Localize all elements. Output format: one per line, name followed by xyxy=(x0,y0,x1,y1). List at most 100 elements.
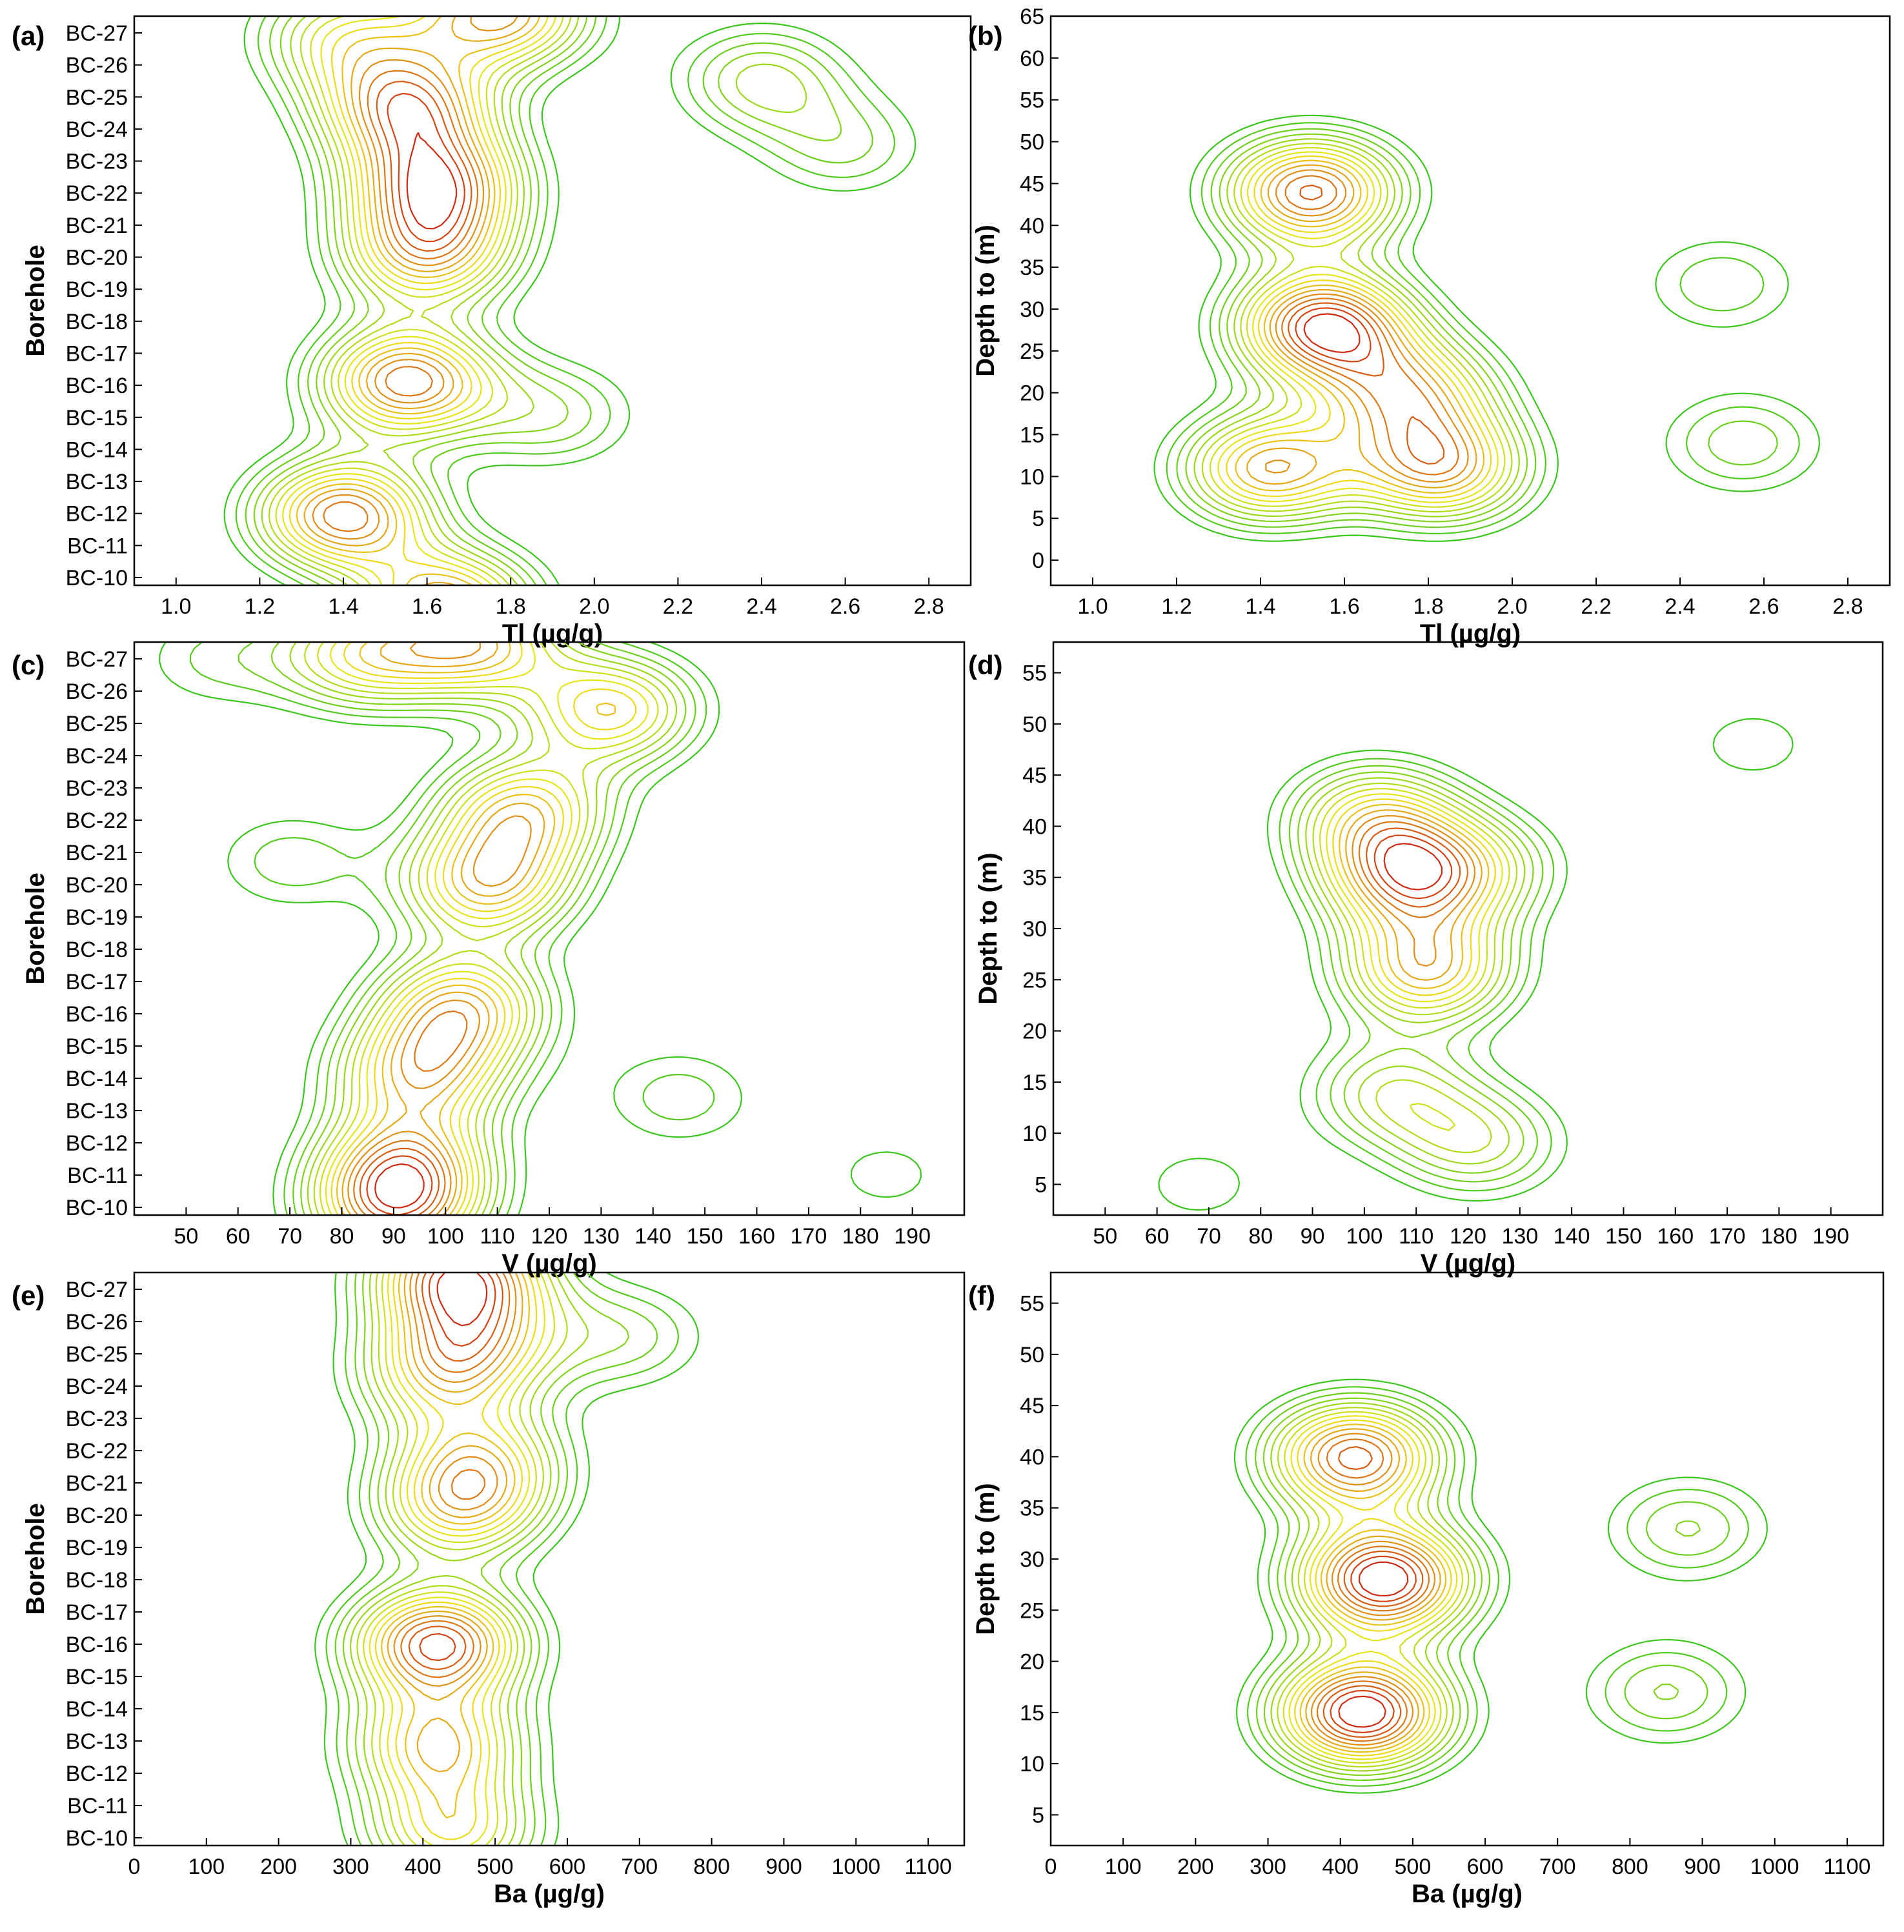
y-tick-label: 25 xyxy=(1022,968,1047,992)
x-tick-label: 140 xyxy=(634,1224,671,1249)
x-tick-label: 180 xyxy=(842,1224,879,1249)
x-tick-label: 500 xyxy=(477,1855,514,1879)
y-tick-label: BC-19 xyxy=(66,1536,128,1560)
contour-level-9 xyxy=(330,642,637,1215)
y-axis-label: Borehole xyxy=(21,872,50,984)
contour-lines xyxy=(159,642,922,1215)
y-tick-label: 30 xyxy=(1022,917,1047,941)
contour-level-1 xyxy=(1153,114,1820,542)
y-tick-label: 10 xyxy=(1020,465,1044,489)
contour-level-16 xyxy=(1338,1561,1409,1728)
y-tick-label: BC-24 xyxy=(66,117,128,142)
x-tick-label: 120 xyxy=(1450,1224,1486,1249)
y-axis-label: Borehole xyxy=(21,1503,50,1615)
contour-level-4 xyxy=(342,1273,630,1846)
x-tick-label: 60 xyxy=(226,1224,250,1249)
y-tick-label: BC-17 xyxy=(66,970,128,994)
x-tick-label: 160 xyxy=(738,1224,775,1249)
y-tick-label: 5 xyxy=(1035,1172,1047,1197)
contour-level-6 xyxy=(1312,782,1518,1154)
contour-level-13 xyxy=(1281,175,1459,476)
y-tick-label: 40 xyxy=(1020,1445,1044,1469)
y-tick-label: BC-22 xyxy=(66,181,128,206)
y-tick-label: BC-16 xyxy=(66,1002,128,1027)
x-tick-label: 2.2 xyxy=(663,594,693,619)
x-tick-label: 1.6 xyxy=(1329,594,1359,619)
y-tick-label: BC-27 xyxy=(66,1278,128,1302)
y-tick-label: BC-20 xyxy=(66,1504,128,1528)
y-tick-label: BC-14 xyxy=(66,438,128,462)
y-tick-label: BC-21 xyxy=(66,1471,128,1496)
contour-level-10 xyxy=(296,16,541,585)
contour-level-10 xyxy=(1339,803,1490,989)
y-tick-label: 25 xyxy=(1020,1598,1044,1623)
x-tick-label: 80 xyxy=(330,1224,354,1249)
y-tick-label: 50 xyxy=(1020,130,1044,155)
y-tick-label: BC-26 xyxy=(66,54,128,78)
x-tick-label: 800 xyxy=(693,1855,730,1879)
y-tick-label: 20 xyxy=(1020,381,1044,406)
x-tick-label: 190 xyxy=(1812,1224,1849,1249)
contour-level-12 xyxy=(1265,169,1469,483)
contour-level-10 xyxy=(381,1273,530,1818)
contour-level-7 xyxy=(363,1273,556,1846)
x-tick-label: 100 xyxy=(1346,1224,1383,1249)
contour-level-8 xyxy=(1288,1415,1458,1760)
y-tick-label: BC-19 xyxy=(66,277,128,302)
contour-level-13 xyxy=(353,1010,468,1215)
y-tick-label: BC-13 xyxy=(66,470,128,494)
y-tick-label: BC-24 xyxy=(66,744,128,769)
contour-level-14 xyxy=(359,1147,440,1215)
y-tick-label: BC-13 xyxy=(66,1099,128,1123)
contour-lines xyxy=(223,16,917,585)
y-tick-label: BC-16 xyxy=(66,1633,128,1657)
contour-level-15 xyxy=(1330,1555,1417,1733)
panel-label: (d) xyxy=(968,650,1003,680)
y-tick-label: BC-17 xyxy=(66,1600,128,1625)
contour-level-4 xyxy=(1185,133,1528,523)
y-tick-label: 45 xyxy=(1020,172,1044,196)
panel-label: (f) xyxy=(968,1280,995,1311)
x-tick-label: 190 xyxy=(894,1224,931,1249)
x-tick-label: 0 xyxy=(1045,1855,1057,1879)
y-tick-label: 25 xyxy=(1020,339,1044,364)
x-tick-label: 100 xyxy=(188,1855,225,1879)
y-tick-label: BC-24 xyxy=(66,1374,128,1399)
y-tick-label: 15 xyxy=(1020,423,1044,448)
contour-level-5 xyxy=(1193,138,1520,518)
contour-level-5 xyxy=(349,1273,589,1846)
contour-level-12 xyxy=(1352,815,1476,967)
contour-level-11 xyxy=(1305,1428,1441,1749)
x-tick-label: 150 xyxy=(687,1224,724,1249)
contour-level-8 xyxy=(1326,793,1503,1003)
x-axis-label: Tl (µg/g) xyxy=(1420,619,1521,648)
y-tick-label: BC-22 xyxy=(66,809,128,833)
y-tick-label: BC-21 xyxy=(66,214,128,238)
contour-level-4 xyxy=(1262,1397,1701,1776)
contour-level-13 xyxy=(400,1273,511,1678)
x-tick-label: 50 xyxy=(1093,1224,1117,1249)
panel-label: (b) xyxy=(968,21,1003,51)
contour-level-13 xyxy=(1358,821,1469,918)
x-tick-label: 700 xyxy=(1539,1855,1576,1879)
x-tick-label: 150 xyxy=(1605,1224,1642,1249)
x-tick-label: 120 xyxy=(531,1224,568,1249)
y-tick-label: BC-11 xyxy=(67,1163,128,1188)
contour-level-14 xyxy=(1366,827,1461,908)
x-tick-label: 2.0 xyxy=(579,594,609,619)
y-tick-label: BC-20 xyxy=(66,246,128,270)
plot-frame xyxy=(133,1271,966,1847)
contour-level-6 xyxy=(268,16,572,585)
contour-level-16 xyxy=(374,1163,425,1209)
y-tick-label: BC-10 xyxy=(66,1196,128,1220)
y-tick-label: BC-14 xyxy=(66,1697,128,1722)
y-tick-label: BC-25 xyxy=(66,1342,128,1367)
contour-level-13 xyxy=(1316,1438,1430,1742)
y-tick-label: BC-23 xyxy=(66,1407,128,1431)
y-tick-label: BC-13 xyxy=(66,1729,128,1754)
y-tick-label: BC-18 xyxy=(66,1568,128,1593)
x-tick-label: 140 xyxy=(1554,1224,1590,1249)
x-tick-label: 100 xyxy=(1105,1855,1142,1879)
x-tick-label: 0 xyxy=(128,1855,141,1879)
y-tick-label: 40 xyxy=(1022,814,1047,839)
